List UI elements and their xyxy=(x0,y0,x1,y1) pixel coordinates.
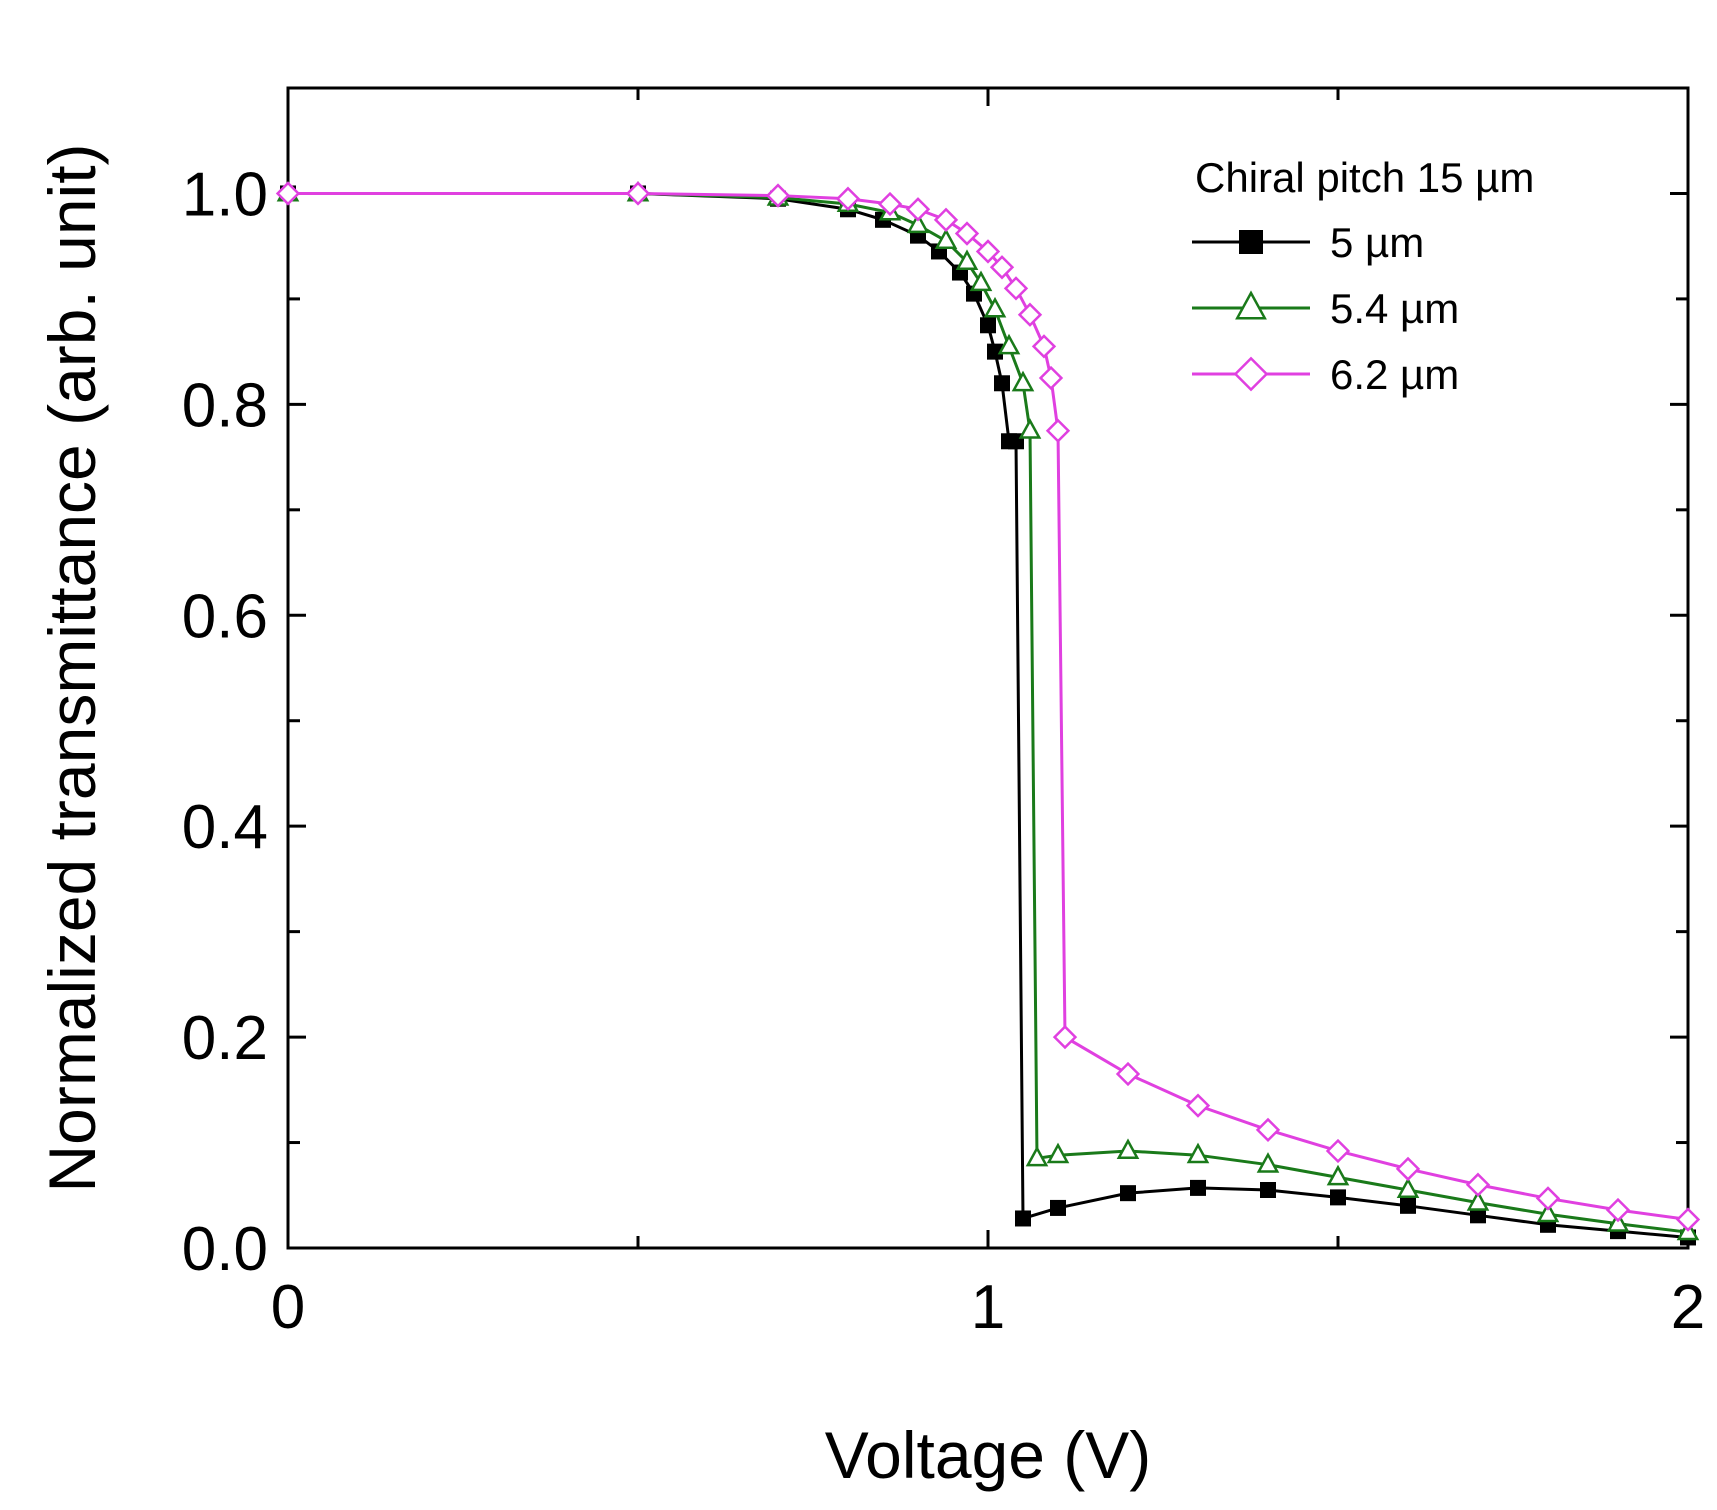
marker-square xyxy=(1260,1182,1276,1198)
marker-diamond xyxy=(905,197,931,222)
series-1 xyxy=(280,185,1696,1246)
marker-triangle xyxy=(1018,418,1042,439)
marker-diamond xyxy=(877,191,903,217)
legend: Chiral pitch 15 µm 5 µm 5.4 µm 6.2 µm xyxy=(1192,154,1534,398)
marker-diamond xyxy=(625,181,651,206)
legend-label: 5 µm xyxy=(1330,219,1424,266)
marker-diamond xyxy=(1233,356,1269,392)
marker-diamond xyxy=(1017,302,1043,327)
marker-diamond xyxy=(933,207,959,232)
x-tick-label: 0 xyxy=(271,1273,305,1342)
series-2 xyxy=(276,180,1700,1241)
marker-triangle xyxy=(969,270,993,292)
legend-label: 6.2 µm xyxy=(1330,351,1459,398)
marker-diamond xyxy=(1465,1172,1491,1197)
marker-triangle xyxy=(955,249,979,271)
legend-title: Chiral pitch 15 µm xyxy=(1195,154,1534,201)
marker-diamond xyxy=(1003,276,1029,301)
marker-diamond xyxy=(1535,1186,1561,1211)
marker-diamond xyxy=(835,186,861,211)
marker-diamond xyxy=(765,183,791,208)
marker-triangle xyxy=(1025,1145,1049,1167)
legend-entry-3: 6.2 µm xyxy=(1192,351,1459,398)
marker-diamond xyxy=(1045,418,1071,443)
marker-triangle xyxy=(1116,1138,1140,1160)
marker-square xyxy=(987,343,1003,360)
x-tick-label: 2 xyxy=(1671,1273,1705,1342)
axis-ticks xyxy=(286,88,1690,1250)
y-tick-label: 0.0 xyxy=(182,1215,268,1284)
marker-diamond xyxy=(275,181,301,206)
marker-diamond xyxy=(989,255,1015,280)
marker-diamond xyxy=(1052,1024,1078,1050)
legend-entry-1: 5 µm xyxy=(1192,219,1424,266)
marker-triangle xyxy=(1046,1142,1070,1164)
marker-diamond xyxy=(1115,1061,1141,1087)
marker-square xyxy=(980,317,996,334)
legend-label: 5.4 µm xyxy=(1330,285,1459,332)
marker-square xyxy=(1330,1189,1346,1206)
marker-diamond xyxy=(1031,334,1057,359)
marker-triangle xyxy=(1256,1152,1280,1173)
marker-triangle xyxy=(1326,1164,1350,1186)
marker-diamond xyxy=(1675,1207,1701,1232)
marker-square xyxy=(1190,1179,1206,1196)
marker-square xyxy=(1120,1185,1136,1202)
y-tick-label: 0.2 xyxy=(182,1004,268,1073)
marker-triangle xyxy=(906,212,930,234)
y-tick-label: 0.6 xyxy=(182,582,268,651)
marker-diamond xyxy=(954,221,980,246)
marker-square xyxy=(1400,1197,1416,1214)
y-axis-title: Normalized transmittance (arb. unit) xyxy=(35,143,109,1192)
marker-diamond xyxy=(1325,1138,1351,1164)
marker-diamond xyxy=(1185,1093,1211,1118)
marker-diamond xyxy=(1038,365,1064,391)
marker-square xyxy=(994,375,1010,392)
series-3 xyxy=(275,181,1701,1232)
legend-entry-2: 5.4 µm xyxy=(1192,285,1459,332)
marker-triangle xyxy=(1396,1177,1420,1199)
marker-triangle xyxy=(934,228,958,249)
marker-triangle xyxy=(1536,1201,1560,1223)
marker-square xyxy=(1050,1199,1066,1216)
axis-tick-labels: 0 1 2 0.0 0.2 0.4 0.6 0.8 1.0 xyxy=(182,160,1705,1342)
marker-diamond xyxy=(1395,1156,1421,1182)
marker-square xyxy=(1015,1210,1031,1227)
x-tick-label: 1 xyxy=(971,1273,1005,1342)
marker-square xyxy=(1239,230,1263,254)
x-axis-title: Voltage (V) xyxy=(825,1418,1152,1492)
marker-diamond xyxy=(1605,1197,1631,1223)
y-tick-label: 0.8 xyxy=(182,371,268,440)
marker-triangle xyxy=(983,296,1007,318)
marker-square xyxy=(1470,1207,1486,1224)
marker-triangle xyxy=(997,333,1021,355)
marker-diamond xyxy=(975,239,1001,264)
series-line xyxy=(288,191,1689,1234)
marker-triangle xyxy=(1235,290,1267,320)
series-layer xyxy=(275,180,1701,1246)
marker-triangle xyxy=(1186,1142,1210,1164)
marker-triangle xyxy=(1466,1190,1490,1211)
marker-triangle xyxy=(1011,370,1035,392)
y-tick-label: 1.0 xyxy=(182,160,268,229)
marker-diamond xyxy=(1255,1117,1281,1143)
y-tick-label: 0.4 xyxy=(182,793,268,862)
